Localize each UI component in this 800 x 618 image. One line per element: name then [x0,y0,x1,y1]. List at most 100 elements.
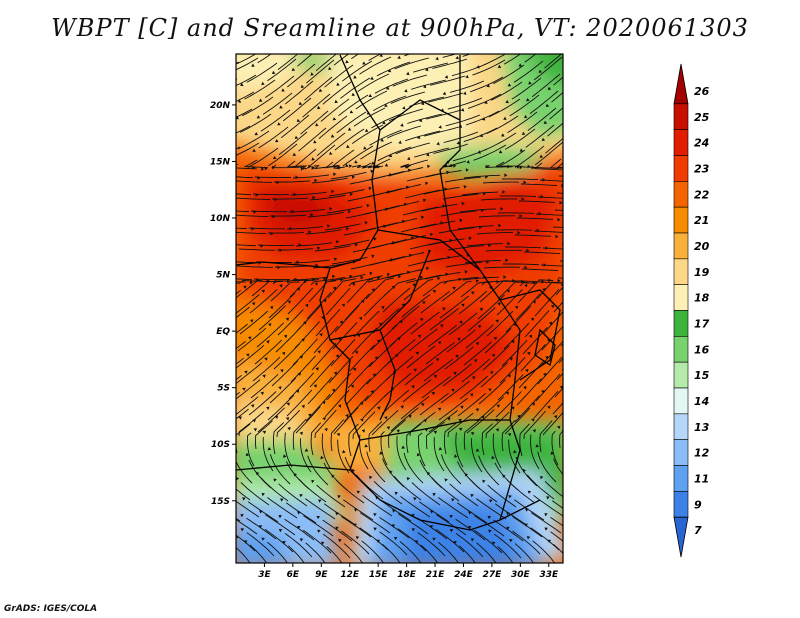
streamline-arrow [368,93,372,97]
streamline-arrow [541,137,546,141]
streamline-arrow [539,154,544,158]
streamline-arrow [496,404,500,408]
streamline [304,76,333,101]
streamline [179,108,214,117]
streamline [473,529,503,554]
streamline-arrow [380,138,384,142]
streamline-arrow [368,186,372,191]
streamline-arrow [493,336,497,341]
streamline [236,244,257,247]
streamline [543,311,563,334]
streamline [559,260,563,262]
streamline-arrow [369,271,373,276]
streamline [420,544,439,563]
colorbar-swatch [673,232,689,260]
streamline [390,407,419,432]
streamline [421,203,458,212]
streamline-arrow [350,384,354,388]
streamline-arrow [607,279,610,283]
streamline-arrow [244,370,248,374]
streamline [539,420,553,453]
streamline-arrow [183,509,187,512]
lon-tick-label: 33E [539,570,559,580]
streamline-arrow [384,103,388,107]
streamline-arrow [242,387,246,391]
streamline-arrow [353,75,357,79]
streamline [236,535,239,539]
streamline [330,149,355,169]
streamline [258,126,289,149]
streamline-arrow [347,209,352,214]
streamline [459,208,496,213]
streamline-arrow [286,402,290,406]
streamline-arrow [310,213,314,217]
streamline [458,290,488,315]
streamline-arrow [616,196,619,200]
streamline-arrow [605,337,608,340]
streamline-arrow [531,418,535,422]
streamline [544,54,563,69]
streamline [238,411,265,437]
streamline-arrow [339,320,343,324]
streamline [484,132,517,151]
streamline-arrow [299,538,304,542]
streamline-arrow [502,190,506,194]
streamline-arrow [599,277,602,281]
streamline [311,177,348,184]
streamline [462,276,499,281]
streamline [385,183,422,194]
streamline-arrow [612,230,615,234]
streamline [486,115,519,135]
streamline [506,479,536,504]
streamline-arrow [274,415,279,419]
streamline [302,529,332,554]
streamline [236,231,267,235]
streamline-arrow [314,282,318,286]
streamline-arrow [442,91,446,96]
streamline-arrow [219,74,223,77]
streamline [189,528,217,550]
streamline-arrow [435,56,439,61]
streamline [420,290,450,314]
streamline [387,167,424,177]
streamline [424,272,461,280]
streamline [526,474,555,500]
streamline-arrow [336,432,340,437]
streamline [381,389,410,415]
colorbar: 26 25 24 23 22 21 20 19 18 17 16 15 14 13 12 11 9 7 [673,63,710,558]
colorbar-swatch [673,491,689,518]
streamline [429,307,459,331]
streamline-arrow [420,215,425,220]
streamline [236,214,269,217]
streamline-arrow [621,246,624,250]
streamline [441,280,472,302]
streamline [271,360,299,387]
streamline-arrow [250,404,255,408]
streamline [406,423,422,454]
lat-tick-label: 5S [217,384,230,394]
streamline [333,239,370,248]
streamline-arrow [538,69,543,73]
streamline [568,436,577,470]
streamline-arrow [294,135,299,139]
streamline-arrow [258,525,263,529]
streamline [452,148,488,162]
streamline-arrow [337,495,341,499]
streamline [445,114,481,127]
streamline-arrow [382,121,386,125]
streamline-arrow [581,280,584,284]
streamline-arrow [314,178,318,183]
streamline-arrow [379,451,383,455]
streamline-arrow [426,266,430,271]
streamline-arrow [444,478,448,482]
streamline [443,131,479,143]
streamline [289,279,320,298]
streamline-arrow [354,160,358,164]
streamline [212,459,234,487]
streamline [216,41,249,55]
streamline-arrow [348,127,352,131]
streamline-arrow [525,508,529,512]
streamline [486,310,514,337]
streamline-arrow [323,277,327,281]
streamline [236,362,263,385]
